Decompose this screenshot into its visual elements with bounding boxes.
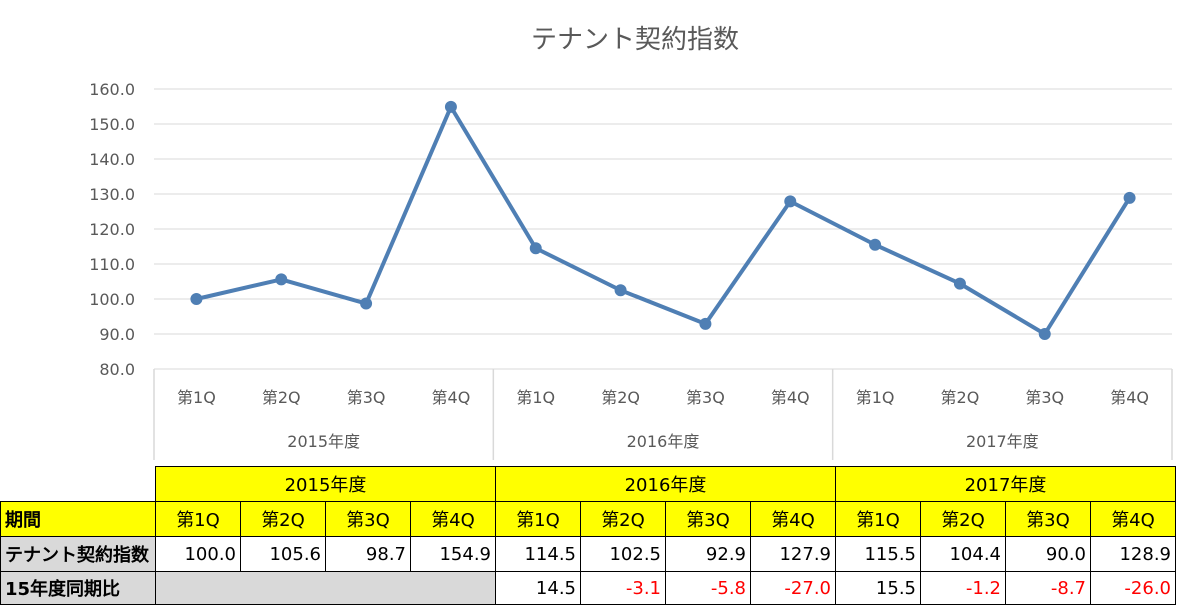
period-cell: 第3Q bbox=[1005, 501, 1091, 537]
x-tick-label: 第4Q bbox=[771, 388, 810, 407]
index-cell: 154.9 bbox=[410, 536, 496, 572]
yoy-cell: 15.5 bbox=[835, 571, 921, 605]
index-cell: 114.5 bbox=[495, 536, 581, 572]
yoy-empty-2015 bbox=[155, 571, 496, 605]
yoy-cell: -26.0 bbox=[1090, 571, 1176, 605]
data-point bbox=[699, 317, 712, 330]
year-header-2016: 2016年度 bbox=[495, 466, 836, 502]
data-point bbox=[275, 273, 288, 286]
y-tick-label: 80.0 bbox=[99, 360, 135, 379]
period-cell: 第2Q bbox=[240, 501, 326, 537]
period-row: 期間 第1Q 第2Q 第3Q 第4Q 第1Q 第2Q 第3Q 第4Q 第1Q 第… bbox=[0, 501, 1176, 537]
x-tick-label: 第4Q bbox=[432, 388, 471, 407]
yoy-cell: -1.2 bbox=[920, 571, 1006, 605]
chart-title: テナント契約指数 bbox=[531, 25, 739, 55]
x-tick-label: 第1Q bbox=[177, 388, 216, 407]
yoy-row-label: 15年度同期比 bbox=[0, 571, 156, 605]
data-point bbox=[444, 100, 457, 113]
data-point bbox=[360, 297, 373, 310]
series-line bbox=[195, 104, 1132, 336]
yoy-cell: -3.1 bbox=[580, 571, 666, 605]
period-cell: 第1Q bbox=[155, 501, 241, 537]
x-tick-label: 第2Q bbox=[941, 388, 980, 407]
data-point bbox=[529, 242, 542, 255]
year-header-2015: 2015年度 bbox=[155, 466, 496, 502]
yoy-cell: -8.7 bbox=[1005, 571, 1091, 605]
index-row: テナント契約指数 100.0 105.6 98.7 154.9 114.5 10… bbox=[0, 536, 1176, 572]
y-tick-label: 100.0 bbox=[89, 290, 135, 309]
index-cell: 98.7 bbox=[325, 536, 411, 572]
yoy-row: 15年度同期比 14.5 -3.1 -5.8 -27.0 15.5 -1.2 -… bbox=[0, 571, 1176, 605]
line-chart: テナント契約指数 80.0 90.0 100.0 110.0 120.0 130.0 140… bbox=[89, 25, 1173, 460]
index-cell: 127.9 bbox=[750, 536, 836, 572]
x-tick-label: 第2Q bbox=[601, 388, 640, 407]
y-tick-label: 90.0 bbox=[99, 325, 135, 344]
index-cell: 102.5 bbox=[580, 536, 666, 572]
data-point bbox=[784, 195, 797, 208]
data-point bbox=[190, 293, 203, 305]
data-point bbox=[953, 277, 966, 290]
data-point bbox=[1123, 191, 1136, 204]
period-cell: 第3Q bbox=[665, 501, 751, 537]
yoy-cell: -5.8 bbox=[665, 571, 751, 605]
index-cell: 90.0 bbox=[1005, 536, 1091, 572]
y-tick-label: 120.0 bbox=[89, 220, 135, 239]
period-cell: 第4Q bbox=[410, 501, 496, 537]
y-tick-label: 110.0 bbox=[89, 255, 135, 274]
yoy-cell: -27.0 bbox=[750, 571, 836, 605]
year-header-row: 2015年度 2016年度 2017年度 bbox=[1, 466, 1176, 502]
x-tick-label: 第2Q bbox=[262, 388, 301, 407]
index-cell: 115.5 bbox=[835, 536, 921, 572]
corner-cell bbox=[1, 467, 156, 502]
y-tick-label: 130.0 bbox=[89, 185, 135, 204]
index-cell: 128.9 bbox=[1090, 536, 1176, 572]
index-cell: 100.0 bbox=[155, 536, 241, 572]
x-group-label: 2017年度 bbox=[966, 432, 1039, 451]
year-header-2017: 2017年度 bbox=[835, 466, 1176, 502]
x-tick-label: 第1Q bbox=[856, 388, 895, 407]
data-point bbox=[1038, 328, 1051, 340]
period-cell: 第1Q bbox=[835, 501, 921, 537]
period-row-label: 期間 bbox=[0, 501, 156, 537]
period-cell: 第3Q bbox=[325, 501, 411, 537]
x-tick-label: 第3Q bbox=[347, 388, 386, 407]
period-cell: 第1Q bbox=[495, 501, 581, 537]
data-point bbox=[869, 238, 882, 251]
x-group-label: 2015年度 bbox=[287, 432, 360, 451]
index-cell: 104.4 bbox=[920, 536, 1006, 572]
index-cell: 105.6 bbox=[240, 536, 326, 572]
data-table: 2015年度 2016年度 2017年度 期間 第1Q 第2Q 第3Q 第4Q … bbox=[0, 466, 1176, 605]
index-row-label: テナント契約指数 bbox=[0, 536, 156, 572]
period-cell: 第2Q bbox=[580, 501, 666, 537]
y-tick-label: 160.0 bbox=[89, 80, 135, 99]
x-tick-label: 第1Q bbox=[516, 388, 555, 407]
x-tick-label: 第3Q bbox=[1025, 388, 1064, 407]
index-cell: 92.9 bbox=[665, 536, 751, 572]
x-group-label: 2016年度 bbox=[627, 432, 700, 451]
yoy-cell: 14.5 bbox=[495, 571, 581, 605]
period-cell: 第4Q bbox=[750, 501, 836, 537]
data-point bbox=[614, 284, 627, 297]
y-tick-label: 140.0 bbox=[89, 150, 135, 169]
period-cell: 第4Q bbox=[1090, 501, 1176, 537]
period-cell: 第2Q bbox=[920, 501, 1006, 537]
y-tick-label: 150.0 bbox=[89, 115, 135, 134]
x-tick-label: 第3Q bbox=[686, 388, 725, 407]
x-tick-label: 第4Q bbox=[1110, 388, 1149, 407]
